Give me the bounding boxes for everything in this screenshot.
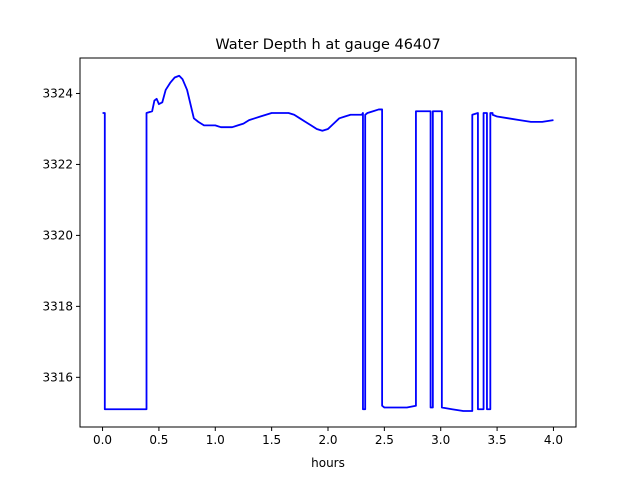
- x-axis-label: hours: [311, 456, 345, 470]
- x-tick-label: 3.5: [488, 433, 507, 447]
- x-tick-label: 1.0: [206, 433, 225, 447]
- x-tick-label: 4.0: [544, 433, 563, 447]
- y-tick-label: 3322: [42, 157, 73, 171]
- x-tick-label: 1.5: [262, 433, 281, 447]
- y-tick-label: 3318: [42, 299, 73, 313]
- y-tick-label: 3320: [42, 228, 73, 242]
- chart-title: Water Depth h at gauge 46407: [215, 37, 440, 53]
- y-tick-label: 3324: [42, 86, 73, 100]
- y-tick-label: 3316: [42, 370, 73, 384]
- series-line-0: [102, 74, 554, 412]
- x-tick-label: 0.5: [149, 433, 168, 447]
- x-tick-label: 0.0: [93, 433, 112, 447]
- x-tick-label: 2.0: [318, 433, 337, 447]
- x-tick-label: 3.0: [431, 433, 450, 447]
- x-tick-label: 2.5: [375, 433, 394, 447]
- plot-area: 0.0 0.5 1.0 1.5 2.0 2.5 3.0 3.5 4.0 3316 3318 3320 3…: [42, 57, 577, 447]
